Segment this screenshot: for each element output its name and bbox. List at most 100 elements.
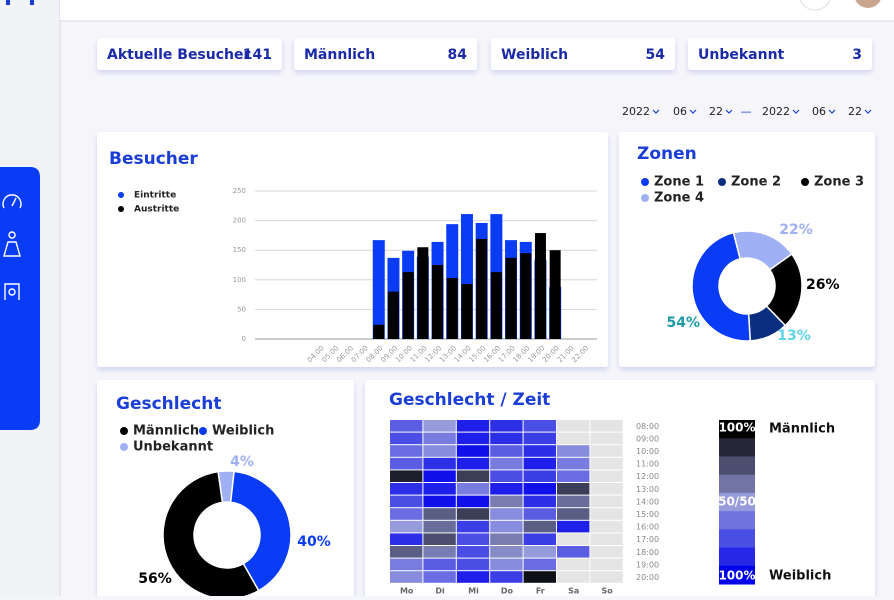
legend-dot bbox=[199, 427, 207, 435]
heat-cell bbox=[456, 445, 490, 457]
date-select-value[interactable]: 06 bbox=[673, 105, 687, 118]
scale-swatch bbox=[719, 547, 755, 567]
heat-cell bbox=[456, 508, 490, 520]
heat-cell bbox=[390, 420, 423, 432]
heat-cell bbox=[590, 508, 623, 520]
heat-cell bbox=[490, 457, 523, 470]
heat-cell bbox=[590, 470, 623, 482]
pie-slice bbox=[162, 470, 260, 600]
heat-cell bbox=[557, 457, 590, 470]
scale-swatch bbox=[719, 492, 755, 512]
header-button[interactable] bbox=[799, 0, 831, 11]
heat-cell bbox=[390, 483, 423, 495]
heat-cell bbox=[523, 483, 556, 495]
heat-cell bbox=[423, 533, 456, 545]
heat-cell bbox=[423, 420, 456, 432]
avatar[interactable] bbox=[854, 0, 882, 8]
heat-cell bbox=[557, 520, 590, 533]
scale-label: 100% bbox=[718, 421, 755, 435]
row-label: 09:00 bbox=[636, 434, 659, 443]
heat-cell bbox=[490, 470, 523, 482]
column-label: So bbox=[601, 587, 613, 596]
scale-name: Weiblich bbox=[769, 569, 831, 584]
heat-cell bbox=[390, 470, 423, 482]
bar bbox=[505, 257, 517, 339]
nav-map[interactable] bbox=[3, 231, 21, 257]
row-label: 08:00 bbox=[636, 422, 659, 431]
logo bbox=[30, 0, 34, 5]
heat-cell bbox=[557, 571, 590, 583]
legend-label: Zone 3 bbox=[814, 175, 864, 190]
card bbox=[97, 38, 282, 70]
bar bbox=[402, 272, 414, 339]
heat-cell bbox=[590, 457, 623, 470]
y-tick-label: 150 bbox=[233, 246, 246, 254]
legend-dot bbox=[641, 194, 649, 202]
heat-cell bbox=[456, 558, 490, 571]
kpi-label: Aktuelle Besucher bbox=[107, 47, 250, 63]
nav-dashboard[interactable] bbox=[2, 194, 22, 209]
y-tick-label: 0 bbox=[242, 335, 246, 343]
y-tick-label: 250 bbox=[233, 187, 246, 195]
nav-people[interactable] bbox=[4, 283, 20, 300]
bar bbox=[387, 291, 399, 339]
date-select-value[interactable]: 06 bbox=[812, 105, 826, 118]
bar bbox=[534, 233, 546, 339]
legend-label: Männlich bbox=[133, 424, 199, 439]
row-label: 16:00 bbox=[636, 523, 659, 532]
heat-cell bbox=[456, 533, 490, 545]
bar bbox=[446, 278, 458, 339]
legend-label: Austritte bbox=[134, 205, 179, 215]
legend-dot bbox=[718, 178, 726, 186]
scale-swatch bbox=[719, 420, 755, 439]
legend-dot bbox=[801, 178, 809, 186]
heat-cell bbox=[490, 445, 523, 457]
heat-cell bbox=[557, 432, 590, 445]
heat-cell bbox=[390, 546, 423, 558]
heat-cell bbox=[490, 495, 523, 508]
date-select-value[interactable]: 2022 bbox=[622, 105, 650, 118]
card bbox=[294, 38, 477, 70]
heat-cell bbox=[590, 420, 623, 432]
date-select-value[interactable]: 2022 bbox=[762, 105, 790, 118]
heat-cell bbox=[557, 558, 590, 571]
legend-dot bbox=[118, 192, 124, 198]
date-separator: — bbox=[741, 105, 752, 118]
heat-cell bbox=[557, 495, 590, 508]
heat-cell bbox=[390, 445, 423, 457]
y-tick-label: 100 bbox=[233, 276, 246, 284]
header bbox=[60, 0, 894, 21]
scale-swatch bbox=[719, 438, 755, 457]
legend-label: Zone 2 bbox=[731, 175, 781, 190]
heat-cell bbox=[456, 483, 490, 495]
chevron bbox=[792, 109, 800, 114]
date-select-value[interactable]: 22 bbox=[709, 105, 723, 118]
row-label: 13:00 bbox=[636, 485, 659, 494]
heat-cell bbox=[423, 445, 456, 457]
heat-cell bbox=[456, 457, 490, 470]
y-tick-label: 50 bbox=[237, 305, 246, 313]
heat-cell bbox=[423, 495, 456, 508]
heat-cell bbox=[490, 533, 523, 545]
scale-swatch bbox=[719, 511, 755, 530]
scale-label: 100% bbox=[718, 569, 755, 583]
heat-cell bbox=[523, 495, 556, 508]
kpi-label: Männlich bbox=[304, 47, 375, 63]
nav-icons[interactable] bbox=[2, 194, 22, 300]
legend-label: Zone 1 bbox=[654, 175, 704, 190]
legend-dot bbox=[641, 178, 649, 186]
pie-slice bbox=[691, 231, 752, 342]
heat-cell bbox=[490, 483, 523, 495]
heat-cell bbox=[456, 520, 490, 533]
row-label: 10:00 bbox=[636, 447, 659, 456]
heat-cell bbox=[423, 457, 456, 470]
heat-cell bbox=[590, 533, 623, 545]
heat-cell bbox=[490, 520, 523, 533]
date-select-value[interactable]: 22 bbox=[848, 105, 862, 118]
heat-cell bbox=[423, 558, 456, 571]
pie-label: 56% bbox=[138, 571, 172, 587]
kpi-value: 3 bbox=[852, 47, 862, 63]
heat-cell bbox=[456, 432, 490, 445]
bar bbox=[432, 265, 444, 339]
